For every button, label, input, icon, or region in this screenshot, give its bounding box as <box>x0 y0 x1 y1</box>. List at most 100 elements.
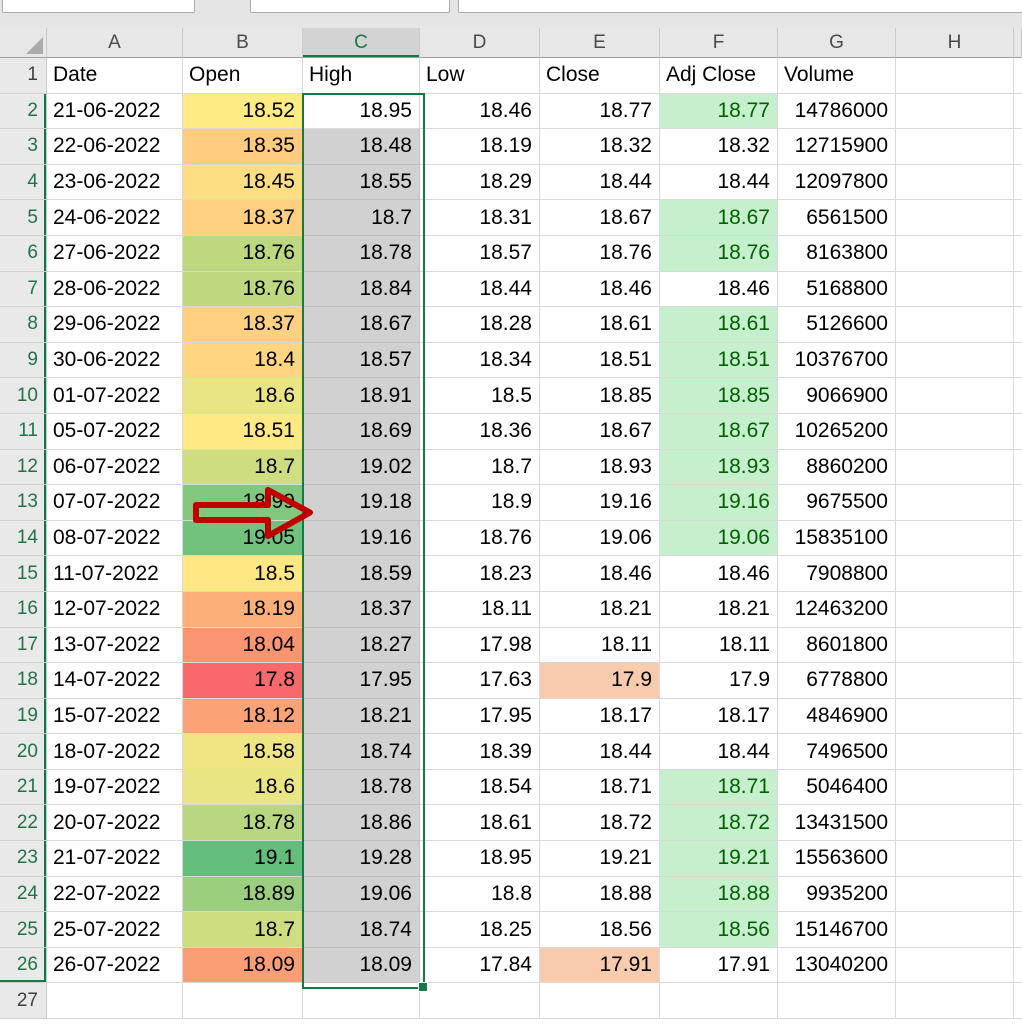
row-header[interactable]: 26 <box>0 947 47 984</box>
cell-adj-close[interactable]: 18.32 <box>660 129 778 165</box>
cell-date[interactable]: 07-07-2022 <box>47 485 183 521</box>
cell-high[interactable]: 18.27 <box>303 627 420 664</box>
cell-volume[interactable]: 5126600 <box>778 307 896 343</box>
cell-date[interactable]: 28-06-2022 <box>47 271 183 308</box>
cell-volume[interactable]: 10265200 <box>778 413 896 450</box>
fill-handle[interactable] <box>418 981 428 992</box>
cell-date[interactable]: 21-07-2022 <box>47 841 183 877</box>
cell-close[interactable]: 18.76 <box>540 235 660 272</box>
cell-d27[interactable] <box>420 983 540 1020</box>
row-header[interactable]: 17 <box>0 627 47 664</box>
column-header-h[interactable]: H <box>896 28 1014 58</box>
cell-volume[interactable]: 4846900 <box>778 698 896 735</box>
cell-e1-close-header[interactable]: Close <box>540 58 660 94</box>
cell-volume[interactable]: 9675500 <box>778 485 896 521</box>
row-header-27[interactable]: 27 <box>0 983 47 1020</box>
cell-adj-close[interactable]: 18.46 <box>660 556 778 592</box>
cell-volume[interactable]: 8601800 <box>778 627 896 664</box>
cell-low[interactable]: 18.9 <box>420 485 540 521</box>
cell-date[interactable]: 15-07-2022 <box>47 698 183 735</box>
column-header-f[interactable]: F <box>660 28 778 58</box>
cell-empty[interactable] <box>896 200 1014 236</box>
cell-high[interactable]: 18.78 <box>303 235 420 272</box>
column-header-d[interactable]: D <box>420 28 540 58</box>
cell-h27[interactable] <box>896 983 1014 1020</box>
cell-adj-close[interactable]: 18.44 <box>660 164 778 201</box>
cell-close[interactable]: 17.9 <box>540 663 660 699</box>
cell-open[interactable]: 18.6 <box>183 378 303 414</box>
cell-date[interactable]: 20-07-2022 <box>47 805 183 842</box>
cell-a1-date-header[interactable]: Date <box>47 58 183 94</box>
cell-high[interactable]: 18.09 <box>303 947 420 984</box>
cell-empty[interactable] <box>896 876 1014 913</box>
cell-adj-close[interactable]: 18.56 <box>660 912 778 948</box>
cell-low[interactable]: 18.95 <box>420 841 540 877</box>
cell-open[interactable]: 18.04 <box>183 627 303 664</box>
cell-date[interactable]: 25-07-2022 <box>47 912 183 948</box>
cell-volume[interactable]: 6778800 <box>778 663 896 699</box>
cell-volume[interactable]: 6561500 <box>778 200 896 236</box>
cell-high[interactable]: 18.55 <box>303 164 420 201</box>
cell-empty[interactable] <box>896 307 1014 343</box>
cell-close[interactable]: 19.16 <box>540 485 660 521</box>
row-header[interactable]: 12 <box>0 449 47 486</box>
cell-adj-close[interactable]: 18.85 <box>660 378 778 414</box>
cell-close[interactable]: 18.77 <box>540 93 660 130</box>
cell-low[interactable]: 18.25 <box>420 912 540 948</box>
cell-low[interactable]: 18.8 <box>420 876 540 913</box>
cell-volume[interactable]: 15563600 <box>778 841 896 877</box>
cell-volume[interactable]: 7908800 <box>778 556 896 592</box>
cell-close[interactable]: 18.11 <box>540 627 660 664</box>
cell-volume[interactable]: 12715900 <box>778 129 896 165</box>
cell-high[interactable]: 18.91 <box>303 378 420 414</box>
cell-f1-adjclose-header[interactable]: Adj Close <box>660 58 778 94</box>
cell-open[interactable]: 18.19 <box>183 591 303 628</box>
cell-date[interactable]: 22-06-2022 <box>47 129 183 165</box>
row-header[interactable]: 10 <box>0 378 47 414</box>
cell-low[interactable]: 17.98 <box>420 627 540 664</box>
cell-open[interactable]: 18.35 <box>183 129 303 165</box>
cell-date[interactable]: 30-06-2022 <box>47 342 183 379</box>
column-header-g[interactable]: G <box>778 28 896 58</box>
cell-high[interactable]: 18.84 <box>303 271 420 308</box>
cell-b1-open-header[interactable]: Open <box>183 58 303 94</box>
cell-low[interactable]: 18.61 <box>420 805 540 842</box>
cell-adj-close[interactable]: 18.51 <box>660 342 778 379</box>
row-header[interactable]: 5 <box>0 200 47 236</box>
cell-low[interactable]: 18.31 <box>420 200 540 236</box>
cell-adj-close[interactable]: 19.06 <box>660 520 778 557</box>
cell-high[interactable]: 17.95 <box>303 663 420 699</box>
cell-open[interactable]: 18.6 <box>183 769 303 806</box>
cell-high[interactable]: 18.69 <box>303 413 420 450</box>
cell-open[interactable]: 18.58 <box>183 734 303 770</box>
cell-open[interactable]: 18.52 <box>183 93 303 130</box>
cell-volume[interactable]: 15146700 <box>778 912 896 948</box>
cell-volume[interactable]: 15835100 <box>778 520 896 557</box>
cell-empty[interactable] <box>896 947 1014 984</box>
formula-bar[interactable] <box>458 0 1022 13</box>
row-header[interactable]: 6 <box>0 235 47 272</box>
cell-adj-close[interactable]: 17.91 <box>660 947 778 984</box>
cell-close[interactable]: 18.51 <box>540 342 660 379</box>
row-header[interactable]: 4 <box>0 164 47 201</box>
row-header[interactable]: 7 <box>0 271 47 308</box>
cell-high[interactable]: 18.48 <box>303 129 420 165</box>
cell-adj-close[interactable]: 18.11 <box>660 627 778 664</box>
cell-f27[interactable] <box>660 983 778 1020</box>
cell-adj-close[interactable]: 18.44 <box>660 734 778 770</box>
cell-low[interactable]: 18.29 <box>420 164 540 201</box>
cell-open[interactable]: 18.89 <box>183 876 303 913</box>
cell-date[interactable]: 23-06-2022 <box>47 164 183 201</box>
cell-volume[interactable]: 9935200 <box>778 876 896 913</box>
cell-close[interactable]: 18.17 <box>540 698 660 735</box>
cell-date[interactable]: 05-07-2022 <box>47 413 183 450</box>
cell-low[interactable]: 18.5 <box>420 378 540 414</box>
cell-close[interactable]: 18.21 <box>540 591 660 628</box>
cell-high[interactable]: 18.21 <box>303 698 420 735</box>
cell-date[interactable]: 22-07-2022 <box>47 876 183 913</box>
cell-volume[interactable]: 9066900 <box>778 378 896 414</box>
cell-empty[interactable] <box>896 698 1014 735</box>
cell-empty[interactable] <box>896 449 1014 486</box>
cell-adj-close[interactable]: 18.67 <box>660 200 778 236</box>
cell-adj-close[interactable]: 18.72 <box>660 805 778 842</box>
